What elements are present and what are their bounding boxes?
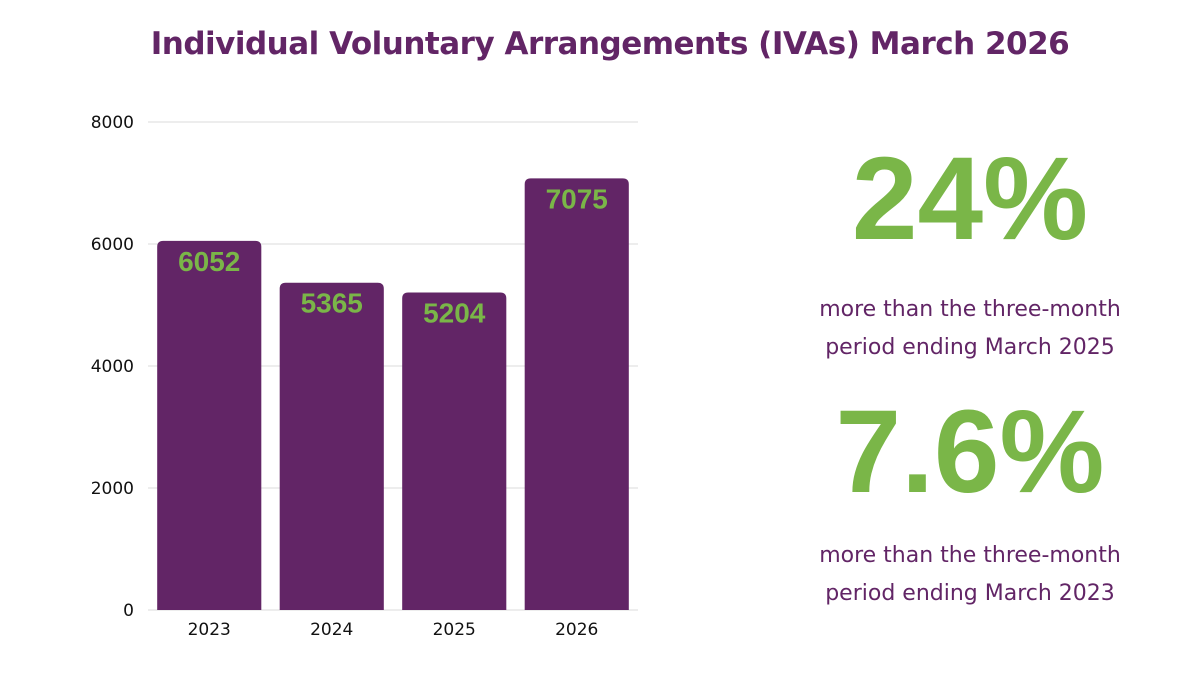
bar-2023: [157, 240, 262, 610]
stat-description-vs-2023: more than the three-month period ending …: [760, 537, 1180, 613]
stat-description-line: period ending March 2023: [825, 581, 1115, 606]
bars: [157, 178, 629, 611]
data-labels: 6052 5365 5204 7075: [178, 183, 608, 328]
y-tick-label: 8000: [91, 113, 134, 133]
stat-value-vs-2023: 7.6%: [835, 386, 1105, 518]
x-tick-label: 2024: [310, 620, 353, 640]
stat-value-vs-2025: 24%: [851, 133, 1089, 265]
stat-description-line: period ending March 2025: [825, 335, 1115, 360]
stat-description-vs-2025: more than the three-month period ending …: [760, 291, 1180, 367]
stat-description-line: more than the three-month: [819, 543, 1121, 568]
y-tick-label: 4000: [91, 357, 134, 377]
x-tick-label: 2025: [433, 620, 476, 640]
data-label-2026: 7075: [546, 183, 608, 214]
x-tick-label: 2026: [555, 620, 598, 640]
data-label-2025: 5204: [423, 298, 486, 329]
bar-2025: [402, 292, 507, 610]
y-tick-label: 0: [123, 601, 134, 621]
data-label-2023: 6052: [178, 246, 240, 277]
x-tick-label: 2023: [188, 620, 231, 640]
y-tick-label: 6000: [91, 235, 134, 255]
data-label-2024: 5365: [301, 288, 363, 319]
stat-description-line: more than the three-month: [819, 297, 1121, 322]
y-axis-ticks: 0 2000 4000 6000 8000: [91, 113, 134, 621]
y-tick-label: 2000: [91, 479, 134, 499]
chart-title: Individual Voluntary Arrangements (IVAs)…: [150, 26, 1070, 62]
bar-2024: [279, 282, 384, 610]
x-axis-ticks: 2023 2024 2025 2026: [188, 620, 599, 640]
bar-2026: [524, 178, 629, 611]
